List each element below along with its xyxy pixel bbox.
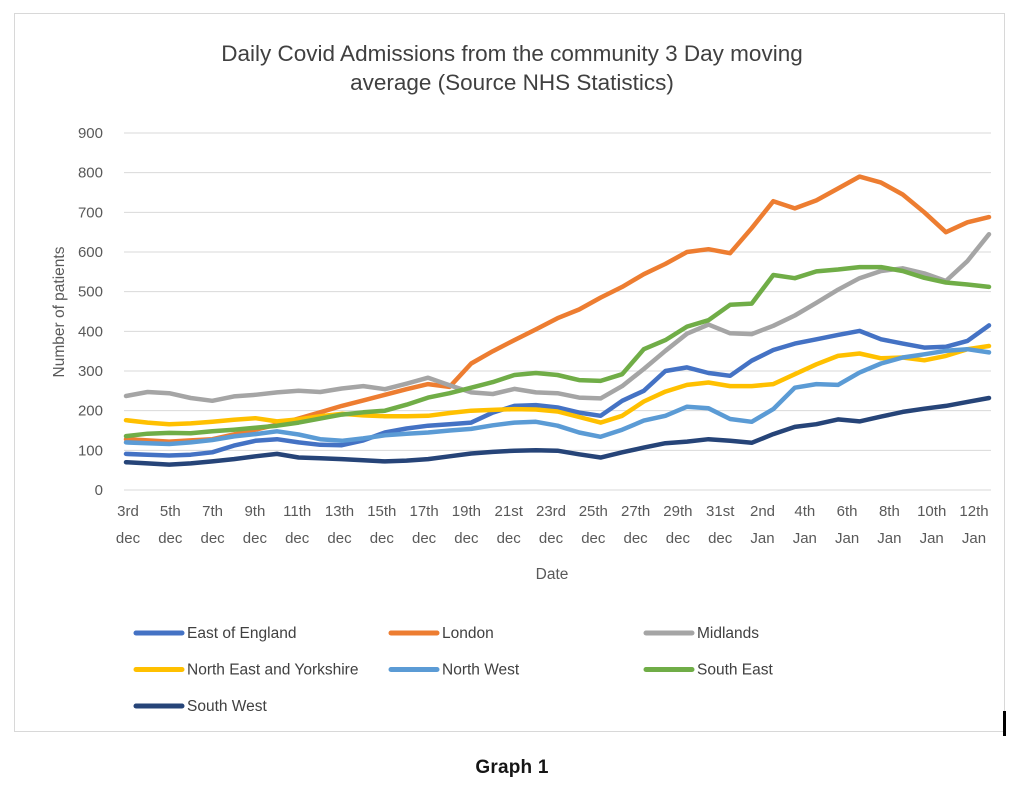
x-tick-label-month: dec: [581, 530, 606, 547]
x-tick-label-month: dec: [201, 530, 226, 547]
x-tick-label-month: Jan: [793, 530, 817, 547]
series-line-south-east: [123, 264, 992, 439]
legend-label-south-west: South West: [187, 698, 268, 715]
y-tick-label: 0: [95, 482, 103, 499]
x-tick-label-day: 27th: [621, 503, 650, 520]
x-tick-label-day: 12th: [959, 503, 988, 520]
x-tick-label-day: 9th: [244, 503, 265, 520]
y-tick-label: 400: [78, 323, 103, 340]
chart-svg: Daily Covid Admissions from the communit…: [51, 41, 992, 715]
series-line-north-east-and-yorkshire: [123, 343, 992, 427]
x-tick-label-month: Jan: [920, 530, 944, 547]
y-tick-label: 500: [78, 284, 103, 301]
legend-label-north-west: North West: [442, 662, 520, 679]
legend-label-east-of-england: East of England: [187, 625, 296, 642]
x-tick-label-month: dec: [285, 530, 310, 547]
x-tick-label-month: dec: [116, 530, 141, 547]
x-tick-label-day: 2nd: [750, 503, 775, 520]
legend-label-north-east-and-yorkshire: North East and Yorkshire: [187, 662, 358, 679]
x-tick-label-day: 17th: [409, 503, 438, 520]
x-tick-label-day: 21st: [495, 503, 524, 520]
x-tick-label-month: dec: [454, 530, 479, 547]
legend-label-london: London: [442, 625, 494, 642]
x-tick-label-day: 15th: [367, 503, 396, 520]
legend-label-midlands: Midlands: [697, 625, 759, 642]
x-tick-label-month: dec: [708, 530, 733, 547]
x-tick-label-day: 29th: [663, 503, 692, 520]
y-tick-label: 700: [78, 204, 103, 221]
y-tick-label: 300: [78, 363, 103, 380]
legend-label-south-east: South East: [697, 662, 774, 679]
y-tick-label: 800: [78, 165, 103, 182]
series-line-london: [123, 174, 992, 444]
y-tick-label: 600: [78, 244, 103, 261]
chart-title-line: Daily Covid Admissions from the communit…: [221, 41, 802, 66]
x-tick-label-day: 31st: [706, 503, 735, 520]
y-tick-label: 100: [78, 442, 103, 459]
series-line-north-west: [123, 346, 992, 447]
x-tick-label-month: dec: [158, 530, 183, 547]
x-tick-label-day: 5th: [160, 503, 181, 520]
x-tick-label-month: dec: [243, 530, 268, 547]
x-tick-label-month: dec: [370, 530, 395, 547]
x-tick-label-day: 4th: [794, 503, 815, 520]
x-tick-label-month: dec: [412, 530, 437, 547]
series-line-midlands: [123, 231, 992, 404]
chart-caption: Graph 1: [475, 757, 549, 778]
x-tick-label-day: 10th: [917, 503, 946, 520]
y-tick-label: 900: [78, 125, 103, 142]
cursor-artifact: [1003, 711, 1006, 736]
x-tick-label-month: dec: [539, 530, 564, 547]
x-axis-title: Date: [536, 566, 569, 583]
x-tick-label-day: 19th: [452, 503, 481, 520]
x-tick-label-month: dec: [497, 530, 522, 547]
x-tick-label-day: 13th: [325, 503, 354, 520]
x-tick-label-month: Jan: [750, 530, 774, 547]
x-tick-label-month: dec: [327, 530, 352, 547]
series-line-east-of-england: [123, 323, 992, 458]
y-tick-label: 200: [78, 403, 103, 420]
x-tick-label-day: 6th: [837, 503, 858, 520]
x-tick-label-day: 3rd: [117, 503, 139, 520]
x-tick-label-day: 8th: [879, 503, 900, 520]
x-tick-label-day: 11th: [283, 503, 311, 520]
y-axis-title: Number of patients: [51, 246, 68, 377]
x-tick-label-month: Jan: [962, 530, 986, 547]
chart-title-line: average (Source NHS Statistics): [350, 70, 674, 95]
chart-container: Daily Covid Admissions from the communit…: [14, 13, 1005, 732]
x-tick-label-month: dec: [624, 530, 649, 547]
x-tick-label-day: 7th: [202, 503, 223, 520]
series-line-south-west: [123, 395, 992, 467]
x-tick-label-month: Jan: [877, 530, 901, 547]
x-tick-label-month: dec: [666, 530, 691, 547]
x-tick-label-day: 23rd: [536, 503, 566, 520]
x-tick-label-month: Jan: [835, 530, 859, 547]
x-tick-label-day: 25th: [579, 503, 608, 520]
